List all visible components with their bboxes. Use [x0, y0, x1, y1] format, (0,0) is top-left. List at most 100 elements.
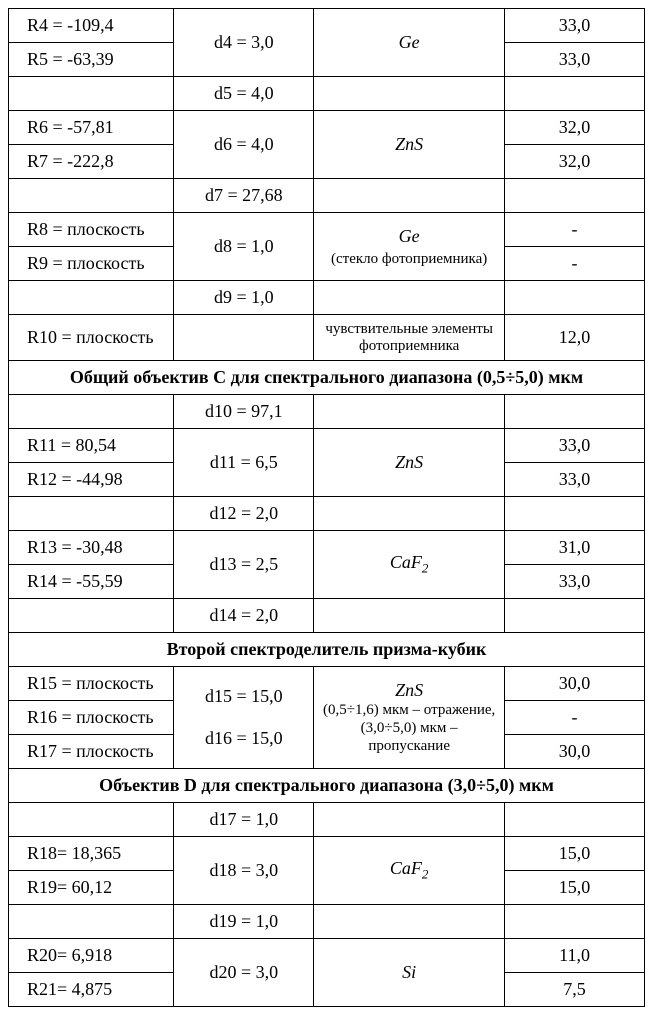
section-header-row: Общий объектив С для спектрального диапа… — [9, 361, 645, 395]
table-row: d19 = 1,0 — [9, 905, 645, 939]
cell-empty — [9, 179, 174, 213]
table-row: d14 = 2,0 — [9, 599, 645, 633]
cell-dia: 32,0 — [505, 145, 645, 179]
cell-r: R18= 18,365 — [9, 837, 174, 871]
cell-empty — [314, 77, 505, 111]
cell-dia: - — [505, 701, 645, 735]
cell-r: R6 = -57,81 — [9, 111, 174, 145]
cell-empty — [505, 497, 645, 531]
cell-r: R10 = плоскость — [9, 315, 174, 361]
cell-empty — [505, 281, 645, 315]
cell-mat: Ge — [314, 9, 505, 77]
table-row: d17 = 1,0 — [9, 803, 645, 837]
table-row: d10 = 97,1 — [9, 395, 645, 429]
cell-r: R15 = плоскость — [9, 667, 174, 701]
cell-dia: 12,0 — [505, 315, 645, 361]
cell-empty — [9, 497, 174, 531]
cell-d: d14 = 2,0 — [174, 599, 314, 633]
cell-empty — [9, 599, 174, 633]
cell-d: d10 = 97,1 — [174, 395, 314, 429]
cell-empty — [174, 315, 314, 361]
cell-d: d9 = 1,0 — [174, 281, 314, 315]
cell-empty — [505, 803, 645, 837]
section-header: Объектив D для спектрального диапазона (… — [9, 769, 645, 803]
table-row: R11 = 80,54 d11 = 6,5 ZnS 33,0 — [9, 429, 645, 463]
cell-empty — [505, 395, 645, 429]
section-header-row: Объектив D для спектрального диапазона (… — [9, 769, 645, 803]
cell-d: d11 = 6,5 — [174, 429, 314, 497]
table-row: R4 = -109,4 d4 = 3,0 Ge 33,0 — [9, 9, 645, 43]
cell-empty — [9, 281, 174, 315]
cell-r: R11 = 80,54 — [9, 429, 174, 463]
table-row: R8 = плоскость d8 = 1,0 Ge (стекло фотоп… — [9, 213, 645, 247]
cell-dia: 33,0 — [505, 463, 645, 497]
cell-dia: 11,0 — [505, 939, 645, 973]
cell-d: d20 = 3,0 — [174, 939, 314, 1007]
mat-name: CaF — [390, 552, 422, 572]
mat-name: CaF — [390, 858, 422, 878]
cell-d: d7 = 27,68 — [174, 179, 314, 213]
cell-empty — [314, 281, 505, 315]
cell-dia: 15,0 — [505, 837, 645, 871]
cell-r: R12 = -44,98 — [9, 463, 174, 497]
cell-r: R20= 6,918 — [9, 939, 174, 973]
cell-r: R9 = плоскость — [9, 247, 174, 281]
cell-r: R8 = плоскость — [9, 213, 174, 247]
cell-d: d12 = 2,0 — [174, 497, 314, 531]
cell-empty — [314, 179, 505, 213]
mat-note: (стекло фотоприемника) — [331, 251, 487, 267]
cell-d: d6 = 4,0 — [174, 111, 314, 179]
table-row: R6 = -57,81 d6 = 4,0 ZnS 32,0 — [9, 111, 645, 145]
cell-r: R7 = -222,8 — [9, 145, 174, 179]
mat-sub: 2 — [422, 867, 429, 882]
mat-name: Ge — [399, 226, 420, 246]
cell-dia: 30,0 — [505, 667, 645, 701]
cell-dia: 31,0 — [505, 531, 645, 565]
cell-mat: чувствительные элементы фотоприемника — [314, 315, 505, 361]
cell-mat: ZnS (0,5÷1,6) мкм – отражение, (3,0÷5,0)… — [314, 667, 505, 769]
cell-mat: Si — [314, 939, 505, 1007]
cell-r: R13 = -30,48 — [9, 531, 174, 565]
cell-empty — [505, 179, 645, 213]
cell-r: R14 = -55,59 — [9, 565, 174, 599]
cell-dia: 7,5 — [505, 973, 645, 1007]
cell-r: R5 = -63,39 — [9, 43, 174, 77]
table-row: R13 = -30,48 d13 = 2,5 CaF2 31,0 — [9, 531, 645, 565]
cell-dia: 30,0 — [505, 735, 645, 769]
table-row: R20= 6,918 d20 = 3,0 Si 11,0 — [9, 939, 645, 973]
cell-empty — [9, 395, 174, 429]
cell-dia: 33,0 — [505, 565, 645, 599]
d-line2: d16 = 15,0 — [205, 728, 283, 748]
table-row: d12 = 2,0 — [9, 497, 645, 531]
section-header: Второй спектроделитель призма-кубик — [9, 633, 645, 667]
cell-r: R21= 4,875 — [9, 973, 174, 1007]
section-header: Общий объектив С для спектрального диапа… — [9, 361, 645, 395]
cell-d: d8 = 1,0 — [174, 213, 314, 281]
cell-dia: 33,0 — [505, 9, 645, 43]
cell-dia: 15,0 — [505, 871, 645, 905]
mat-sub: 2 — [422, 561, 429, 576]
cell-d: d18 = 3,0 — [174, 837, 314, 905]
cell-r: R17 = плоскость — [9, 735, 174, 769]
cell-empty — [314, 803, 505, 837]
cell-empty — [505, 77, 645, 111]
cell-mat: ZnS — [314, 111, 505, 179]
table-row: d7 = 27,68 — [9, 179, 645, 213]
mat-note1: (0,5÷1,6) мкм – отражение, — [323, 702, 495, 718]
table-row: R15 = плоскость d15 = 15,0 d16 = 15,0 Zn… — [9, 667, 645, 701]
cell-empty — [9, 803, 174, 837]
cell-d: d15 = 15,0 d16 = 15,0 — [174, 667, 314, 769]
cell-mat: CaF2 — [314, 531, 505, 599]
cell-dia: 33,0 — [505, 43, 645, 77]
cell-d: d4 = 3,0 — [174, 9, 314, 77]
table-row: R10 = плоскость чувствительные элементы … — [9, 315, 645, 361]
cell-r: R4 = -109,4 — [9, 9, 174, 43]
section-header-row: Второй спектроделитель призма-кубик — [9, 633, 645, 667]
cell-dia: - — [505, 247, 645, 281]
cell-empty — [314, 395, 505, 429]
cell-empty — [505, 905, 645, 939]
cell-dia: 33,0 — [505, 429, 645, 463]
cell-d: d17 = 1,0 — [174, 803, 314, 837]
cell-d: d19 = 1,0 — [174, 905, 314, 939]
cell-dia: 32,0 — [505, 111, 645, 145]
